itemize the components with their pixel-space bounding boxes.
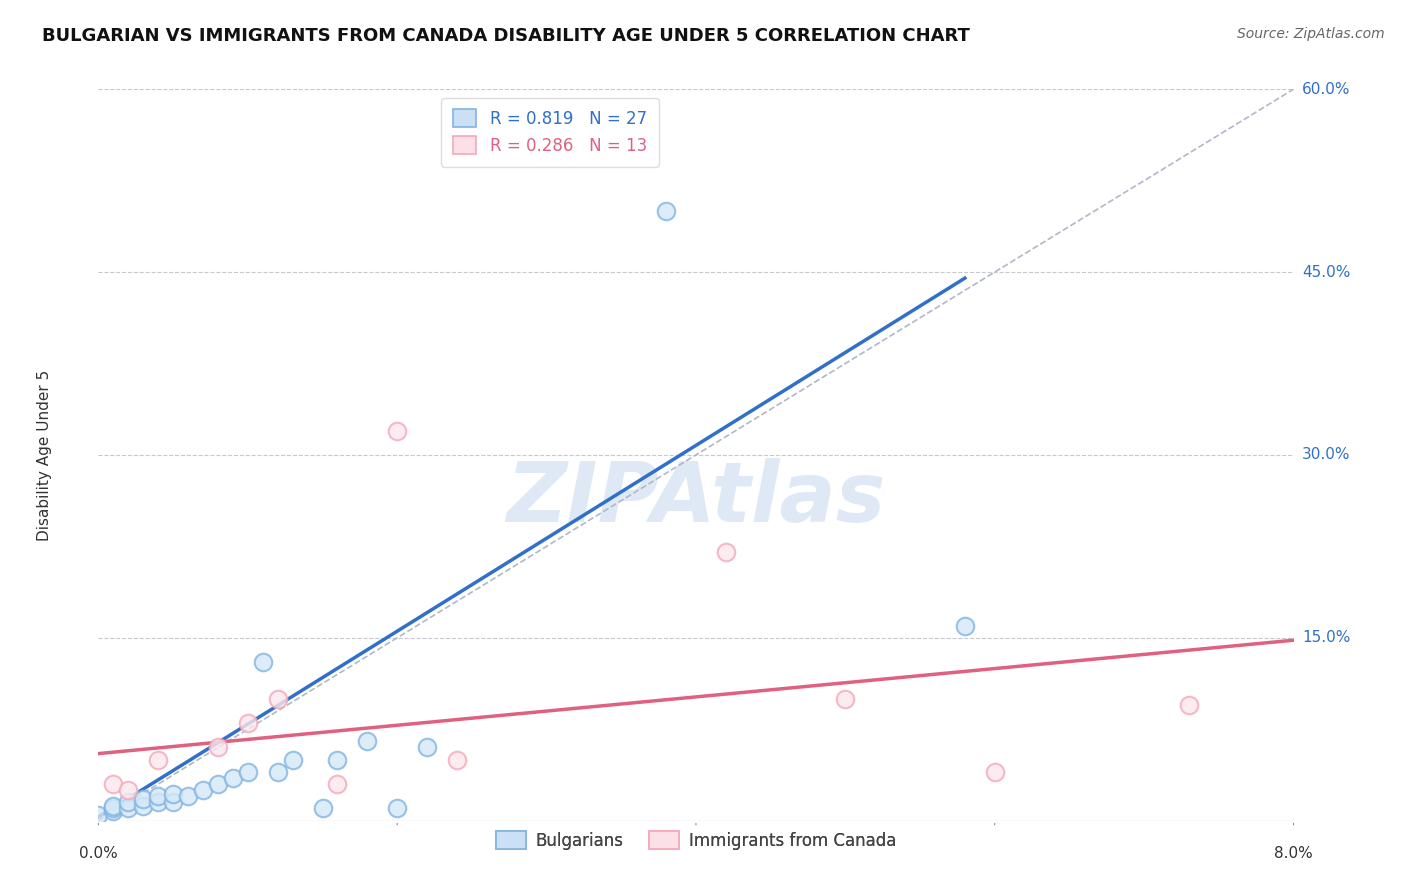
Point xyxy=(132,791,155,805)
Point xyxy=(162,796,184,810)
Point xyxy=(326,777,349,791)
Text: 0.0%: 0.0% xyxy=(79,846,118,861)
Point xyxy=(714,545,737,559)
Point xyxy=(132,799,155,814)
Point xyxy=(326,753,349,767)
Point xyxy=(117,783,139,797)
Point xyxy=(267,764,290,779)
Point xyxy=(207,740,229,755)
Point xyxy=(148,753,170,767)
Point xyxy=(103,799,125,814)
Legend: Bulgarians, Immigrants from Canada: Bulgarians, Immigrants from Canada xyxy=(489,824,903,856)
Point xyxy=(103,804,125,818)
Point xyxy=(222,771,245,785)
Point xyxy=(356,734,378,748)
Point xyxy=(191,783,214,797)
Point xyxy=(177,789,200,804)
Point xyxy=(953,618,976,632)
Point xyxy=(103,801,125,815)
Point xyxy=(385,801,409,815)
Text: Source: ZipAtlas.com: Source: ZipAtlas.com xyxy=(1237,27,1385,41)
Point xyxy=(446,753,468,767)
Point xyxy=(148,796,170,810)
Point xyxy=(103,777,125,791)
Point xyxy=(207,777,229,791)
Text: 30.0%: 30.0% xyxy=(1302,448,1350,462)
Point xyxy=(655,204,678,219)
Point xyxy=(117,796,139,810)
Point xyxy=(281,753,304,767)
Point xyxy=(385,424,409,438)
Point xyxy=(311,801,333,815)
Point xyxy=(252,655,274,669)
Point xyxy=(984,764,1007,779)
Point xyxy=(117,801,139,815)
Point xyxy=(148,789,170,804)
Text: 45.0%: 45.0% xyxy=(1302,265,1350,279)
Point xyxy=(236,716,259,731)
Point xyxy=(267,691,290,706)
Point xyxy=(87,807,110,822)
Text: ZIPAtlas: ZIPAtlas xyxy=(506,458,886,540)
Point xyxy=(416,740,439,755)
Point xyxy=(162,787,184,801)
Text: 60.0%: 60.0% xyxy=(1302,82,1350,96)
Text: 8.0%: 8.0% xyxy=(1274,846,1313,861)
Point xyxy=(834,691,856,706)
Text: BULGARIAN VS IMMIGRANTS FROM CANADA DISABILITY AGE UNDER 5 CORRELATION CHART: BULGARIAN VS IMMIGRANTS FROM CANADA DISA… xyxy=(42,27,970,45)
Point xyxy=(1178,698,1201,712)
Text: Disability Age Under 5: Disability Age Under 5 xyxy=(37,369,52,541)
Point xyxy=(236,764,259,779)
Text: 15.0%: 15.0% xyxy=(1302,631,1350,645)
